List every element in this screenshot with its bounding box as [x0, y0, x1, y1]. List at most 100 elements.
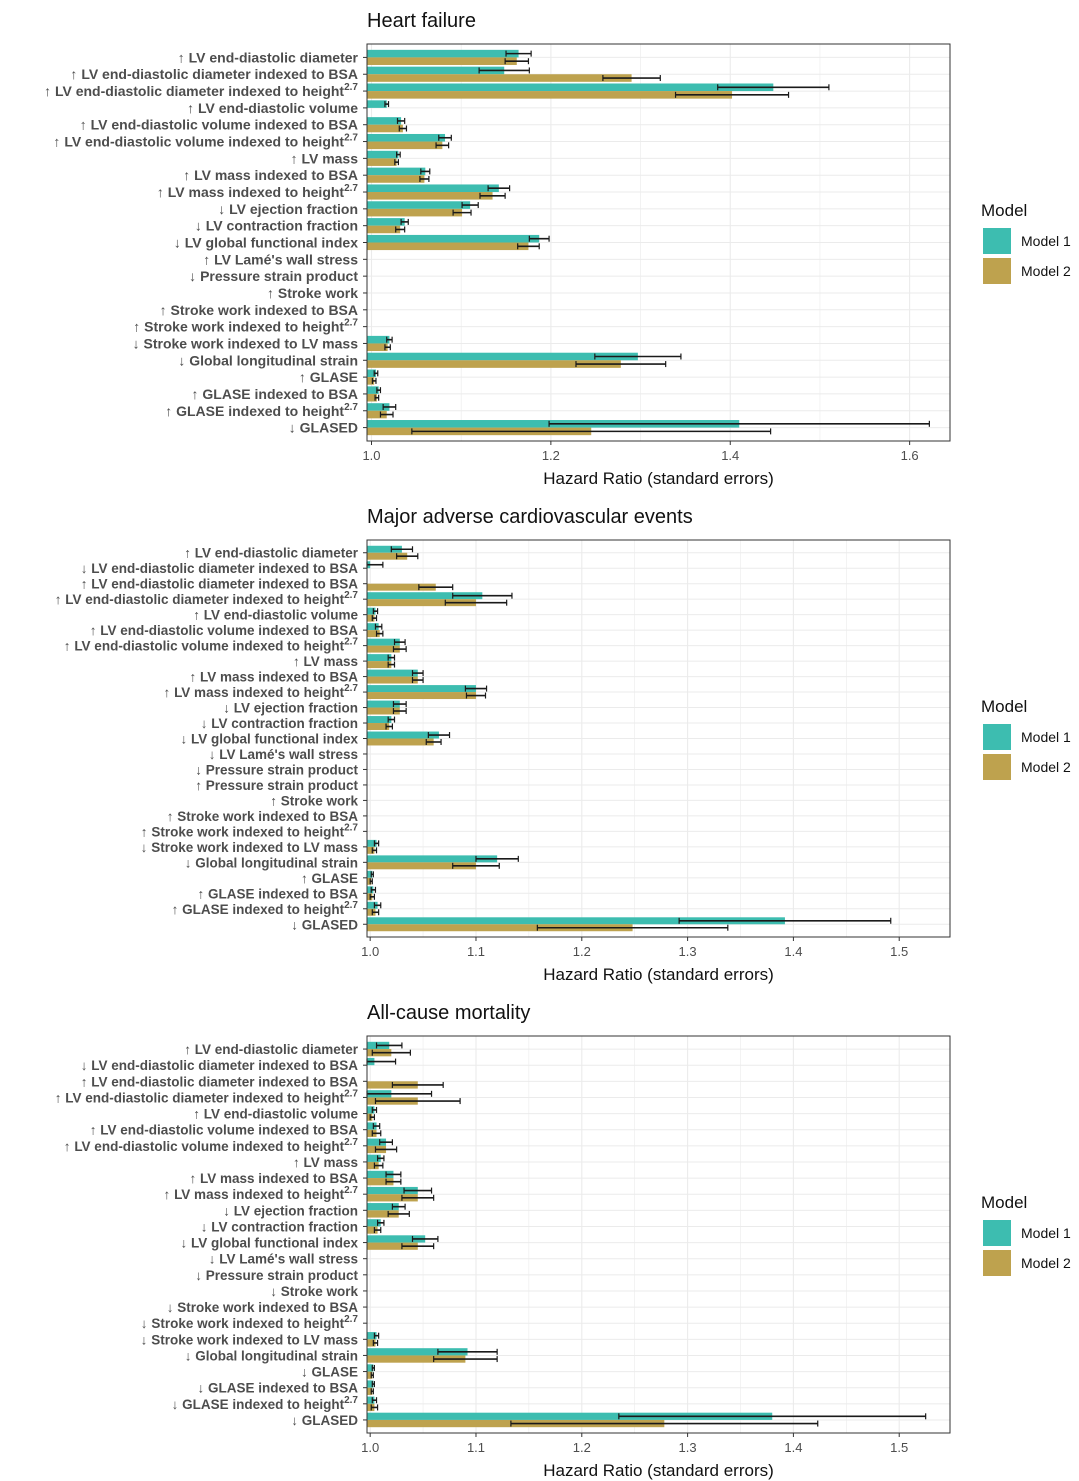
- label-text: Global longitudinal strain: [189, 352, 358, 368]
- bar-model-1: [367, 1186, 418, 1195]
- y-tick-label: ↓ Stroke work indexed to LV mass: [141, 1332, 358, 1347]
- bar-model-1: [367, 545, 402, 553]
- y-tick-label: ↑ LV end-diastolic volume indexed to BSA: [90, 1123, 359, 1138]
- arrow-glyph: ↑: [164, 685, 175, 700]
- bar-model-2: [367, 1161, 379, 1170]
- y-tick-label: ↓ Pressure strain product: [189, 268, 358, 284]
- x-tick-label: 1.4: [784, 1440, 802, 1455]
- arrow-glyph: ↓: [223, 701, 234, 716]
- label-text: LV mass: [301, 150, 358, 166]
- y-tick-label: ↓ GLASED: [291, 917, 358, 932]
- bar-model-1: [367, 669, 418, 677]
- arrow-glyph: ↓: [174, 235, 185, 251]
- label-text: Stroke work indexed to LV mass: [151, 1332, 358, 1347]
- label-text: LV end-diastolic diameter indexed to hei…: [55, 83, 344, 99]
- label-superscript: 2.7: [344, 402, 358, 413]
- label-text: LV ejection fraction: [234, 1203, 358, 1218]
- y-tick-label: ↓ GLASED: [291, 1413, 358, 1428]
- x-tick-label: 1.2: [573, 944, 591, 959]
- label-text: LV end-diastolic diameter: [195, 1042, 359, 1057]
- arrow-glyph: ↓: [301, 1365, 312, 1380]
- bar-model-1: [367, 335, 390, 344]
- label-text: LV end-diastolic volume indexed to BSA: [100, 1123, 358, 1138]
- label-text: GLASE indexed to height: [182, 1397, 345, 1412]
- label-text: GLASE indexed to BSA: [208, 886, 358, 901]
- bar-model-2: [367, 343, 388, 352]
- y-tick-label: ↑ LV end-diastolic diameter indexed to h…: [44, 82, 358, 99]
- chart-panel-2: Major adverse cardiovascular events ↑ LV …: [55, 506, 1071, 984]
- bar-model-1: [367, 352, 638, 361]
- bar-model-2: [367, 158, 397, 166]
- label-superscript: 2.7: [344, 1395, 358, 1406]
- arrow-glyph: ↑: [267, 285, 278, 301]
- legend-swatch: [983, 1220, 1011, 1246]
- label-text: Stroke work indexed to LV mass: [144, 335, 359, 351]
- y-tick-label: ↓ GLASE indexed to BSA: [197, 1381, 358, 1396]
- bar-model-1: [367, 1154, 381, 1162]
- label-text: GLASE: [311, 871, 358, 886]
- bar-model-2: [367, 723, 390, 730]
- y-tick-label: ↑ GLASE indexed to BSA: [197, 886, 358, 901]
- label-text: LV mass indexed to BSA: [200, 670, 358, 685]
- arrow-glyph: ↑: [189, 670, 200, 685]
- x-tick-label: 1.3: [679, 944, 697, 959]
- y-tick-label: ↑ LV end-diastolic diameter indexed to B…: [81, 1074, 359, 1089]
- x-axis-title: Hazard Ratio (standard errors): [543, 965, 774, 984]
- y-tick-label: ↑ LV end-diastolic diameter indexed to B…: [70, 66, 358, 82]
- label-text: GLASED: [300, 420, 358, 436]
- bar-model-1: [367, 839, 377, 847]
- arrow-glyph: ↑: [141, 824, 152, 839]
- bar-model-1: [367, 917, 785, 925]
- arrow-glyph: ↑: [293, 1155, 304, 1170]
- arrow-glyph: ↓: [289, 420, 300, 436]
- arrow-glyph: ↑: [301, 871, 312, 886]
- bar-model-2: [367, 738, 434, 746]
- arrow-glyph: ↓: [185, 855, 196, 870]
- label-text: LV Lamé's wall stress: [219, 747, 358, 762]
- bar-model-2: [367, 1371, 373, 1379]
- x-tick-label: 1.6: [901, 448, 919, 463]
- y-tick-label: ↑ LV end-diastolic diameter indexed to B…: [81, 577, 359, 592]
- bar-model-1: [367, 1170, 394, 1179]
- label-text: LV end-diastolic diameter indexed to hei…: [65, 1090, 344, 1105]
- legend-swatch: [983, 1250, 1011, 1276]
- bar-model-1: [367, 117, 402, 125]
- label-text: LV end-diastolic volume: [198, 100, 358, 116]
- bar-model-1: [367, 855, 498, 863]
- arrow-glyph: ↑: [192, 386, 203, 402]
- arrow-glyph: ↑: [133, 319, 144, 335]
- label-text: GLASED: [302, 1413, 359, 1428]
- arrow-glyph: ↑: [81, 1074, 92, 1089]
- bar-model-2: [367, 692, 476, 700]
- y-tick-label: ↓ Stroke work indexed to height2.7: [141, 1314, 359, 1331]
- bar-model-2: [367, 141, 443, 150]
- label-text: LV end-diastolic diameter indexed to BSA: [91, 1058, 358, 1073]
- label-text: LV end-diastolic volume indexed to heigh…: [74, 1139, 344, 1154]
- label-text: Stroke work indexed to height: [144, 319, 344, 335]
- y-tick-label: ↑ LV end-diastolic diameter indexed to h…: [55, 590, 359, 607]
- arrow-glyph: ↑: [160, 302, 171, 318]
- legend-label: Model 1: [1021, 729, 1071, 745]
- label-text: LV mass indexed to height: [174, 685, 345, 700]
- y-tick-label: ↓ Stroke work indexed to BSA: [167, 1300, 359, 1315]
- label-text: LV mass: [303, 654, 358, 669]
- legend-label: Model 2: [1021, 759, 1071, 775]
- label-text: Global longitudinal strain: [195, 855, 358, 870]
- x-axis-title: Hazard Ratio (standard errors): [543, 1461, 774, 1480]
- label-text: Stroke work: [281, 1284, 359, 1299]
- label-text: LV Lamé's wall stress: [219, 1252, 358, 1267]
- bar-model-2: [367, 599, 476, 607]
- arrow-glyph: ↓: [201, 716, 212, 731]
- bar-model-1: [367, 700, 400, 708]
- arrow-glyph: ↓: [197, 1381, 208, 1396]
- arrow-glyph: ↓: [189, 268, 200, 284]
- x-tick-label: 1.2: [573, 1440, 591, 1455]
- arrow-glyph: ↑: [81, 577, 92, 592]
- chart-panel-3: All-cause mortality ↑ LV end-diastolic di…: [55, 1002, 1071, 1480]
- bar-model-2: [367, 1194, 418, 1202]
- label-text: LV mass indexed to BSA: [194, 167, 358, 183]
- label-text: LV global functional index: [185, 235, 358, 251]
- arrow-glyph: ↓: [218, 201, 229, 217]
- arrow-glyph: ↑: [157, 184, 168, 200]
